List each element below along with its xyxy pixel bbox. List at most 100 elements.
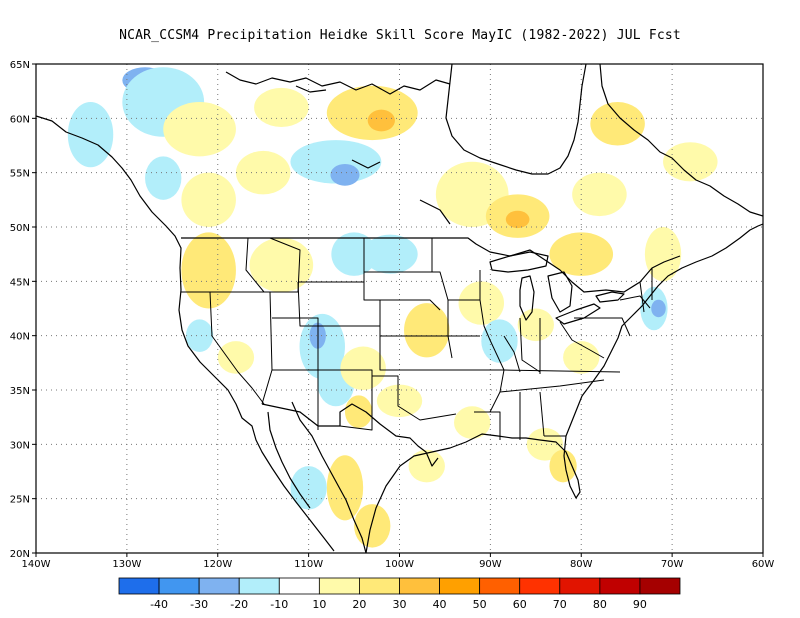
- lon-tick-label: 110W: [294, 559, 323, 570]
- colorbar-swatch: [278, 577, 320, 595]
- skill-patch: [181, 172, 236, 227]
- skill-patch: [185, 319, 214, 352]
- canadian-lake: [351, 159, 381, 169]
- lat-tick-label: 55N: [10, 169, 30, 180]
- colorbar-swatch: [559, 577, 601, 595]
- colorbar-label: 60: [513, 598, 527, 611]
- skill-patch: [663, 142, 718, 182]
- skill-patch: [549, 449, 577, 483]
- lon-tick-label: 80W: [570, 559, 593, 570]
- skill-patch: [330, 163, 360, 186]
- colorbar-swatch: [519, 577, 561, 595]
- lat-tick-label: 40N: [10, 332, 30, 343]
- colorbar-label: 80: [593, 598, 607, 611]
- gridlines: [36, 64, 763, 553]
- skill-patch: [235, 150, 291, 195]
- lake-ontario: [595, 291, 625, 303]
- skill-patch: [404, 303, 450, 358]
- lon-tick-label: 70W: [661, 559, 684, 570]
- lake-winnipeg: [419, 199, 451, 225]
- skill-patch: [340, 346, 386, 390]
- skill-patch: [408, 449, 445, 483]
- colorbar-swatch: [439, 577, 481, 595]
- axis-ticks: 140W 130W 120W 110W 100W 90W 80W 70W 60W 65N 60N 55…: [10, 60, 775, 570]
- lon-tick-label: 120W: [203, 559, 232, 570]
- skill-patch: [249, 237, 314, 293]
- skill-patch: [651, 299, 666, 318]
- west-coast: [36, 115, 335, 552]
- state-lines: [181, 237, 653, 440]
- lat-tick-label: 60N: [10, 114, 30, 125]
- colorbar-swatch: [399, 577, 440, 595]
- skill-patch: [326, 455, 364, 521]
- gulf-coast: [365, 433, 581, 553]
- skill-patch: [572, 172, 627, 217]
- colorbar-label: 40: [433, 598, 447, 611]
- skill-patch: [363, 234, 418, 274]
- colorbar: -40 -30 -20 -10 10 20 30 40 50 60 70 80 90: [118, 577, 681, 611]
- skill-patch: [563, 341, 600, 374]
- lake-erie: [555, 303, 601, 325]
- lon-tick-label: 140W: [22, 559, 51, 570]
- skill-patch: [163, 102, 236, 157]
- great-slave-lake: [295, 85, 327, 93]
- mexico-coast: [291, 401, 367, 553]
- skill-patch: [590, 102, 645, 146]
- lon-tick-label: 90W: [479, 559, 502, 570]
- skill-patch: [644, 227, 682, 282]
- skill-patch: [505, 210, 530, 229]
- hudson-bay: [445, 64, 587, 175]
- colorbar-label: 90: [633, 598, 647, 611]
- skill-patch: [458, 281, 505, 325]
- atlantic-coast: [563, 223, 763, 457]
- colorbar-swatch: [639, 577, 681, 595]
- colorbar-swatch: [599, 577, 641, 595]
- lake-huron: [547, 271, 573, 313]
- skill-patch: [145, 156, 182, 200]
- colorbar-label: -10: [270, 598, 288, 611]
- lon-tick-label: 130W: [112, 559, 141, 570]
- colorbar-label: -40: [150, 598, 168, 611]
- colorbar-label: 10: [312, 598, 326, 611]
- colorbar-label: 20: [352, 598, 366, 611]
- us-mexico-border: [261, 403, 439, 467]
- colorbar-swatch: [198, 577, 240, 595]
- skill-patch: [454, 406, 491, 439]
- labrador-coast: [599, 64, 763, 217]
- lat-tick-label: 65N: [10, 60, 30, 71]
- colorbar-label: -30: [190, 598, 208, 611]
- skill-patch: [254, 87, 309, 128]
- skill-patch: [181, 232, 236, 309]
- skill-patch: [481, 319, 518, 363]
- colorbar-swatch: [479, 577, 521, 595]
- boundaries: [36, 64, 763, 553]
- colorbar-swatch: [118, 577, 160, 595]
- colorbar-swatch: [318, 577, 360, 595]
- skill-patch: [331, 232, 377, 276]
- lon-tick-label: 100W: [385, 559, 414, 570]
- colorbar-label: 70: [553, 598, 567, 611]
- skill-patch: [344, 395, 373, 429]
- skill-patch: [217, 341, 255, 374]
- skill-patch: [517, 308, 554, 342]
- lat-tick-label: 20N: [10, 549, 30, 560]
- colorbar-swatch: [158, 577, 200, 595]
- colorbar-label: 30: [393, 598, 407, 611]
- arctic-coast: [225, 71, 451, 95]
- skill-patch: [354, 504, 391, 548]
- lat-tick-label: 25N: [10, 495, 30, 506]
- lat-tick-label: 35N: [10, 386, 30, 397]
- skill-patch: [290, 466, 327, 510]
- skill-patch: [376, 384, 423, 418]
- baja-coast: [267, 411, 311, 509]
- colorbar-label: 50: [473, 598, 487, 611]
- lake-michigan: [519, 275, 535, 321]
- colorbar-swatch: [238, 577, 280, 595]
- map-title: NCAR_CCSM4 Precipitation Heidke Skill Sc…: [119, 28, 681, 43]
- lon-tick-label: 60W: [752, 559, 775, 570]
- lat-tick-label: 45N: [10, 277, 30, 288]
- lat-tick-label: 50N: [10, 223, 30, 234]
- colorbar-swatch: [359, 577, 400, 595]
- lat-tick-label: 30N: [10, 440, 30, 451]
